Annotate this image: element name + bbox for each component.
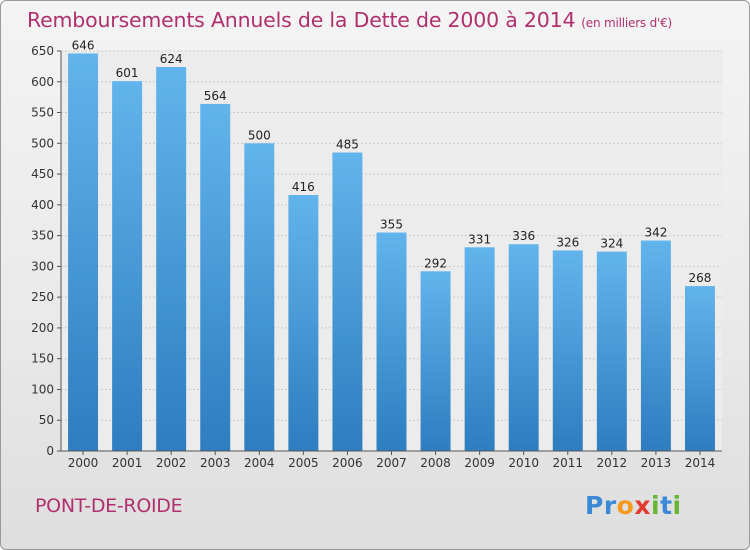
x-tick-label: 2009 xyxy=(464,456,495,470)
data-label: 324 xyxy=(600,237,623,251)
bar xyxy=(288,195,319,451)
x-tick-label: 2012 xyxy=(597,456,628,470)
y-tick-label: 250 xyxy=(31,290,54,304)
data-label: 336 xyxy=(512,229,535,243)
bar xyxy=(376,232,407,451)
bar xyxy=(112,81,143,452)
chart-title: Remboursements Annuels de la Dette de 20… xyxy=(27,8,672,32)
bar xyxy=(200,103,231,451)
y-tick-label: 400 xyxy=(31,198,54,212)
x-tick-label: 2010 xyxy=(508,456,539,470)
commune-name: PONT-DE-ROIDE xyxy=(35,495,183,517)
x-tick-label: 2002 xyxy=(156,456,187,470)
x-tick-label: 2004 xyxy=(244,456,275,470)
y-tick-label: 600 xyxy=(31,75,54,89)
bar xyxy=(552,250,583,451)
brand-letter: r xyxy=(603,491,617,520)
y-tick-label: 450 xyxy=(31,167,54,181)
x-tick-label: 2006 xyxy=(332,456,363,470)
data-label: 624 xyxy=(160,52,183,66)
data-label: 646 xyxy=(72,38,95,52)
brand-letter: i xyxy=(651,491,661,520)
y-tick-label: 50 xyxy=(39,413,54,427)
data-label: 342 xyxy=(644,226,667,240)
data-label: 331 xyxy=(468,232,491,246)
y-tick-label: 550 xyxy=(31,106,54,120)
x-tick-label: 2007 xyxy=(376,456,407,470)
title-unit: (en milliers d'€) xyxy=(581,16,673,30)
brand-letter: x xyxy=(634,491,651,520)
bar xyxy=(156,67,187,451)
brand-letter: P xyxy=(585,491,604,520)
data-label: 601 xyxy=(116,66,139,80)
bar xyxy=(640,240,671,451)
data-label: 485 xyxy=(336,138,359,152)
bar xyxy=(420,271,451,451)
x-tick-label: 2003 xyxy=(200,456,231,470)
y-tick-label: 100 xyxy=(31,382,54,396)
y-tick-label: 650 xyxy=(31,44,54,58)
bar xyxy=(332,152,363,452)
x-tick-label: 2013 xyxy=(641,456,672,470)
x-tick-label: 2005 xyxy=(288,456,319,470)
bar xyxy=(596,251,627,451)
x-tick-label: 2014 xyxy=(685,456,716,470)
bar xyxy=(508,244,539,451)
bar xyxy=(464,247,495,451)
y-tick-label: 500 xyxy=(31,136,54,150)
y-tick-label: 0 xyxy=(46,444,54,458)
y-tick-label: 350 xyxy=(31,229,54,243)
data-label: 355 xyxy=(380,218,403,232)
x-tick-label: 2000 xyxy=(68,456,99,470)
brand-letter: i xyxy=(672,491,682,520)
y-tick-label: 150 xyxy=(31,352,54,366)
brand-logo: Proxiti xyxy=(585,491,682,520)
data-label: 326 xyxy=(556,235,579,249)
bar xyxy=(68,53,99,451)
brand-letter: t xyxy=(660,491,673,520)
x-tick-label: 2011 xyxy=(552,456,583,470)
data-label: 292 xyxy=(424,256,447,270)
data-label: 268 xyxy=(689,271,712,285)
data-label: 500 xyxy=(248,128,271,142)
data-label: 564 xyxy=(204,89,227,103)
bar xyxy=(684,286,715,451)
brand-letter: o xyxy=(616,491,635,520)
bar xyxy=(244,143,275,452)
title-text: Remboursements Annuels de la Dette de 20… xyxy=(27,8,576,32)
x-tick-label: 2001 xyxy=(112,456,143,470)
y-tick-label: 300 xyxy=(31,259,54,273)
data-label: 416 xyxy=(292,180,315,194)
y-tick-label: 200 xyxy=(31,321,54,335)
x-tick-label: 2008 xyxy=(420,456,451,470)
